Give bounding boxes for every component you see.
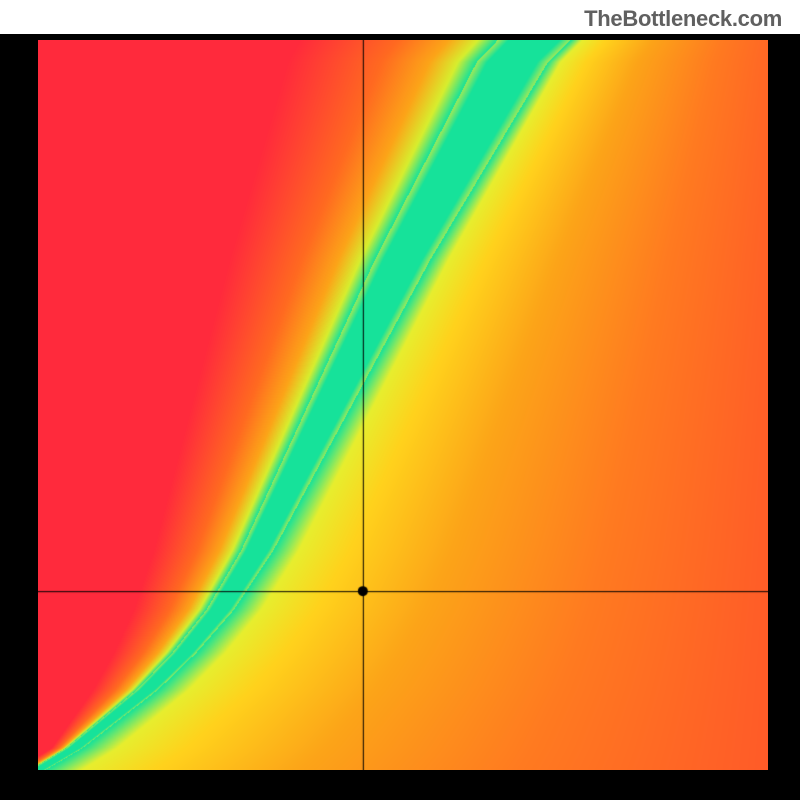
heatmap-plot — [38, 40, 768, 770]
watermark: TheBottleneck.com — [584, 6, 782, 32]
